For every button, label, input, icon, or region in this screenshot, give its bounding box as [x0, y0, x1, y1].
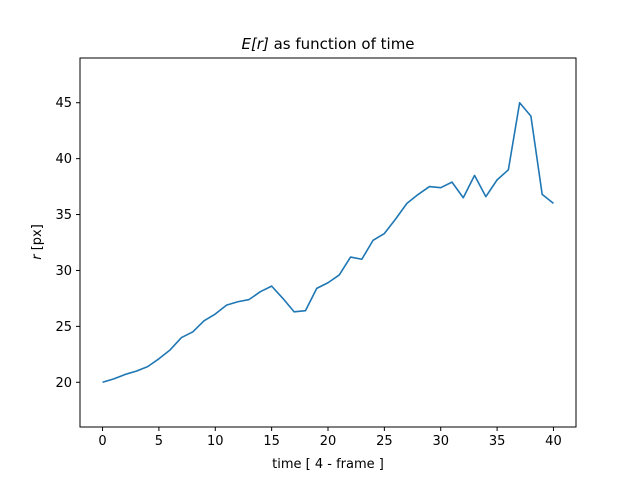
x-tick-label: 40 [545, 434, 562, 449]
x-tick-label: 15 [263, 434, 280, 449]
x-tick-label: 5 [155, 434, 163, 449]
y-tick-label: 35 [55, 208, 72, 223]
x-axis-label: time [ 4 - frame ] [272, 457, 384, 472]
chart-title-rest: as function of time [269, 35, 415, 53]
y-tick-label: 20 [55, 376, 72, 391]
y-axis-ticks: 20 25 30 35 40 45 [55, 96, 80, 391]
y-axis-label: r [px] [30, 224, 45, 260]
y-tick-label: 40 [55, 152, 72, 167]
x-tick-label: 20 [320, 434, 337, 449]
x-tick-label: 0 [98, 434, 106, 449]
chart-title: E[r] as function of time [241, 35, 414, 53]
y-tick-label: 45 [55, 96, 72, 111]
y-axis-label-rest: [px] [30, 224, 45, 254]
y-tick-label: 25 [55, 320, 72, 335]
plot-area: 0 5 10 15 20 25 30 35 40 20 25 30 35 40 45 [55, 57, 577, 449]
series-group [102, 101, 554, 384]
x-axis-ticks: 0 5 10 15 20 25 30 35 40 [98, 427, 562, 449]
chart-title-math: E[r] [241, 35, 268, 53]
x-tick-label: 35 [489, 434, 506, 449]
x-tick-label: 30 [432, 434, 449, 449]
x-tick-label: 25 [376, 434, 393, 449]
y-tick-label: 30 [55, 264, 72, 279]
x-tick-label: 10 [207, 434, 224, 449]
y-axis-label-math: r [30, 253, 45, 260]
plot-frame [79, 57, 577, 428]
series-line [102, 101, 554, 384]
